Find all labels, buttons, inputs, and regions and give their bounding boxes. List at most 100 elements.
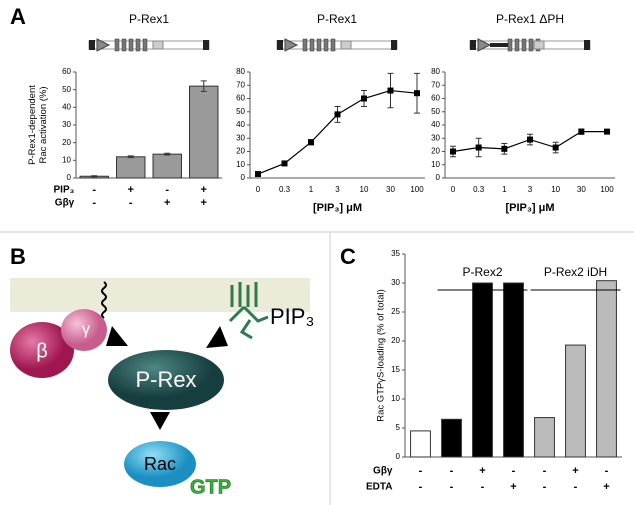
x-tick-label: 0.3 bbox=[279, 185, 291, 194]
row-value: + bbox=[128, 184, 134, 196]
point bbox=[387, 87, 394, 94]
point bbox=[414, 90, 420, 97]
gene-schematic bbox=[330, 38, 336, 52]
gene-schematic bbox=[128, 38, 134, 52]
gene-schematic bbox=[528, 38, 534, 52]
bar bbox=[565, 344, 586, 458]
point bbox=[281, 160, 288, 167]
gene-schematic bbox=[142, 38, 148, 52]
x-tick-label: 0.3 bbox=[473, 185, 485, 194]
y-tick-label: 70 bbox=[236, 80, 245, 89]
group-label: P-Rex2 bbox=[462, 265, 502, 279]
gene-schematic bbox=[121, 38, 127, 52]
group-label: P-Rex2 iDH bbox=[544, 265, 607, 279]
point bbox=[361, 95, 367, 102]
y-tick-label: 10 bbox=[431, 160, 440, 169]
gene-schematic bbox=[470, 40, 476, 50]
y-tick-label: 0 bbox=[241, 173, 246, 182]
gene-schematic bbox=[584, 40, 590, 50]
point bbox=[604, 128, 610, 135]
y-tick-label: 15 bbox=[391, 365, 400, 374]
bar bbox=[116, 156, 146, 179]
panel-letter: C bbox=[340, 244, 356, 269]
y-axis-label: P-Rex1-dependent bbox=[27, 85, 38, 165]
gamma-subunit bbox=[61, 309, 107, 351]
y-axis-label: Rac activation (%) bbox=[38, 86, 49, 163]
x-tick-label: 1 bbox=[309, 185, 314, 194]
y-axis-label: Rac GTPγS-loading (% of total) bbox=[376, 289, 387, 422]
y-tick-label: 30 bbox=[431, 133, 440, 142]
gene-schematic bbox=[514, 38, 520, 52]
row-label: Gβγ bbox=[55, 198, 75, 209]
y-tick-label: 60 bbox=[431, 94, 440, 103]
gene-schematic bbox=[490, 43, 508, 47]
point bbox=[308, 139, 314, 146]
bar bbox=[152, 153, 182, 179]
gene-schematic bbox=[323, 38, 329, 52]
y-tick-label: 40 bbox=[236, 120, 245, 129]
gene-schematic bbox=[152, 40, 164, 50]
point bbox=[475, 144, 482, 151]
gene-schematic bbox=[340, 40, 352, 50]
y-tick-label: 50 bbox=[62, 85, 71, 94]
panel-letter: A bbox=[10, 4, 26, 29]
error-bar bbox=[91, 175, 98, 178]
y-tick-label: 70 bbox=[431, 80, 440, 89]
gene-schematic bbox=[135, 38, 141, 52]
row-value: - bbox=[512, 465, 516, 477]
row-value: - bbox=[543, 465, 547, 477]
p-rex-node bbox=[108, 350, 224, 410]
y-tick-label: 25 bbox=[391, 307, 400, 316]
x-tick-label: 10 bbox=[551, 185, 560, 194]
point bbox=[450, 148, 456, 155]
row-value: + bbox=[201, 184, 207, 196]
row-label: PIP₃ bbox=[54, 185, 75, 196]
y-tick-label: 20 bbox=[431, 147, 440, 156]
y-tick-label: 0 bbox=[67, 173, 72, 182]
gene-schematic bbox=[302, 38, 308, 52]
row-value: - bbox=[481, 481, 485, 493]
y-tick-label: 40 bbox=[431, 120, 440, 129]
y-tick-label: 5 bbox=[396, 423, 401, 432]
y-tick-label: 60 bbox=[236, 94, 245, 103]
row-value: + bbox=[201, 197, 207, 209]
panel-letter: B bbox=[10, 244, 26, 269]
point bbox=[527, 136, 533, 143]
row-label: EDTA bbox=[366, 482, 392, 493]
y-tick-label: 20 bbox=[62, 138, 71, 147]
gene-schematic bbox=[521, 38, 527, 52]
gene-schematic bbox=[309, 38, 315, 52]
gene-schematic bbox=[203, 40, 209, 50]
row-value: + bbox=[572, 465, 578, 477]
y-tick-label: 60 bbox=[62, 67, 71, 76]
row-value: - bbox=[129, 197, 133, 209]
point bbox=[255, 171, 261, 178]
y-tick-label: 10 bbox=[62, 155, 71, 164]
beta-subunit bbox=[10, 322, 74, 378]
x-tick-label: 30 bbox=[386, 185, 395, 194]
x-tick-label: 1 bbox=[502, 185, 507, 194]
lipid-anchor bbox=[101, 281, 107, 319]
y-tick-label: 10 bbox=[391, 394, 400, 403]
error-bar bbox=[200, 80, 207, 92]
row-value: - bbox=[419, 481, 423, 493]
chart-title: P-Rex1 ΔPH bbox=[496, 12, 564, 26]
row-value: - bbox=[419, 465, 423, 477]
row-value: - bbox=[450, 465, 454, 477]
x-axis-label: [PIP₃] μM bbox=[313, 202, 362, 214]
row-value: + bbox=[603, 481, 609, 493]
row-value: - bbox=[92, 197, 96, 209]
y-tick-label: 20 bbox=[391, 336, 400, 345]
y-tick-label: 50 bbox=[431, 107, 440, 116]
y-tick-label: 80 bbox=[236, 67, 245, 76]
x-axis-label: [PIP₃] μM bbox=[505, 202, 554, 214]
point bbox=[334, 111, 341, 118]
gene-schematic bbox=[114, 38, 120, 52]
row-value: - bbox=[543, 481, 547, 493]
gene-schematic bbox=[507, 38, 513, 52]
y-tick-label: 50 bbox=[236, 107, 245, 116]
gene-schematic bbox=[89, 40, 95, 50]
gtp-label: GTP bbox=[190, 476, 231, 498]
row-value: - bbox=[574, 481, 578, 493]
